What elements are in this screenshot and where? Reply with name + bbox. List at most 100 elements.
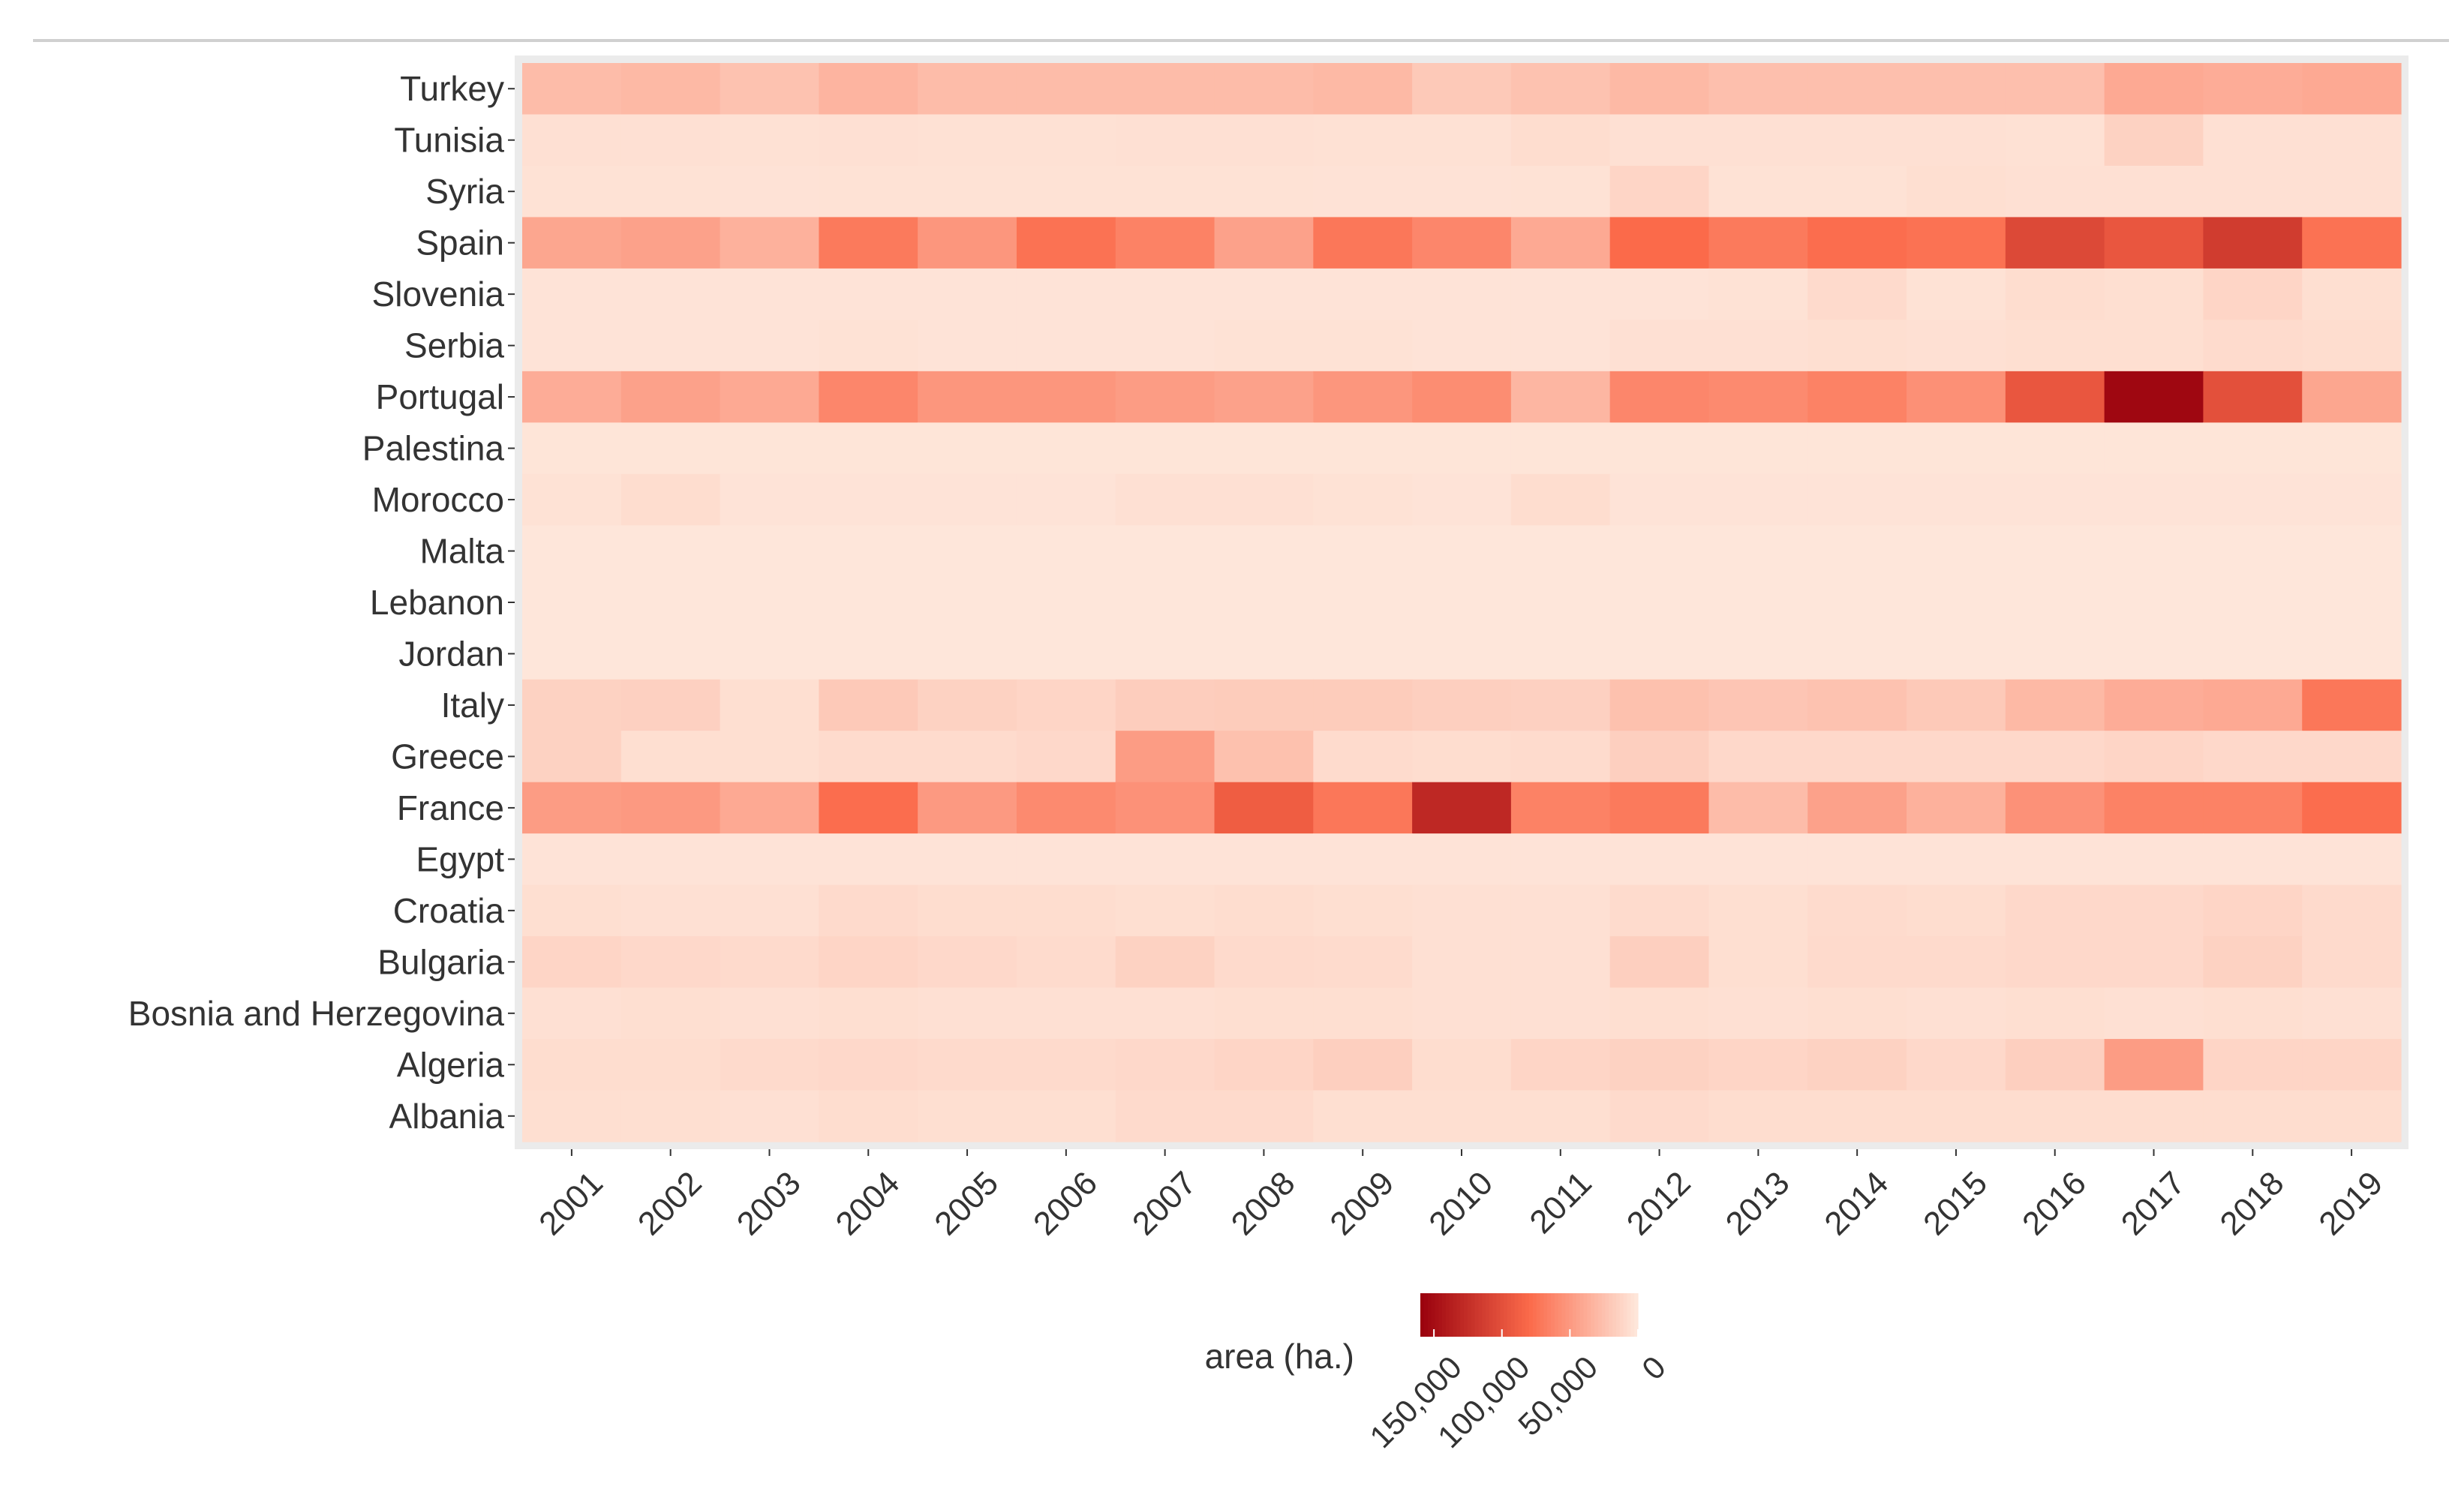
heatmap-cell	[918, 833, 1017, 886]
heatmap-cell	[1214, 371, 1314, 423]
heatmap-cell	[1313, 217, 1413, 269]
heatmap-cell	[1412, 782, 1512, 834]
heatmap-cell	[1609, 782, 1710, 834]
heatmap-cell	[918, 165, 1017, 218]
heatmap-cell	[1412, 320, 1512, 372]
heatmap-cell	[1907, 782, 2006, 834]
heatmap-cell	[1807, 371, 1907, 423]
heatmap-cell	[2203, 217, 2303, 269]
heatmap-cell	[621, 782, 721, 834]
heatmap-cell	[2302, 473, 2402, 526]
heatmap-cell	[1807, 63, 1907, 116]
heatmap-cell	[1313, 422, 1413, 475]
heatmap-cell	[2104, 371, 2204, 423]
colorbar-segment	[1460, 1293, 1465, 1337]
heatmap-cell	[1708, 268, 1808, 320]
heatmap-cell	[2302, 884, 2402, 937]
x-axis-label: 2005	[927, 1164, 1005, 1242]
heatmap-cell	[1708, 422, 1808, 475]
heatmap-cell	[2005, 114, 2105, 167]
heatmap-cell	[2104, 268, 2204, 320]
heatmap-cell	[1907, 833, 2006, 886]
heatmap-cell	[2005, 782, 2105, 834]
heatmap-cell	[522, 63, 622, 116]
heatmap-cell	[1907, 1039, 2006, 1091]
heatmap-cell	[1313, 1090, 1413, 1142]
heatmap-cell	[1907, 63, 2006, 116]
heatmap-cell	[2302, 320, 2402, 372]
heatmap-cell	[720, 782, 819, 834]
heatmap-cell	[1609, 576, 1710, 629]
heatmap-cell	[1708, 525, 1808, 578]
heatmap-cell	[1807, 422, 1907, 475]
x-axis-label: 2016	[2015, 1164, 2093, 1242]
heatmap-cell	[1115, 936, 1215, 989]
heatmap-cell	[1708, 473, 1808, 526]
heatmap-cell	[1115, 576, 1215, 629]
heatmap-cell	[819, 679, 918, 731]
heatmap-cell	[1510, 1039, 1611, 1091]
y-axis-label: Malta	[420, 532, 505, 571]
heatmap-cell	[1115, 422, 1215, 475]
heatmap-cell	[1412, 63, 1512, 116]
heatmap-cell	[1016, 628, 1116, 680]
heatmap-cell	[2302, 165, 2402, 218]
heatmap-cell	[1412, 936, 1512, 989]
heatmap-cell	[1115, 165, 1215, 218]
y-axis-label: Egypt	[416, 839, 504, 878]
heatmap-cell	[2203, 1090, 2303, 1142]
heatmap-cell	[1907, 936, 2006, 989]
colorbar-segment	[1474, 1293, 1479, 1337]
heatmap-cell	[1016, 1039, 1116, 1091]
heatmap-cell	[1016, 165, 1116, 218]
heatmap-cell	[2005, 576, 2105, 629]
colorbar-segment	[1431, 1293, 1435, 1337]
heatmap-cell	[1016, 422, 1116, 475]
heatmap-cell	[1412, 679, 1512, 731]
heatmap-cell	[819, 371, 918, 423]
heatmap-cell	[1807, 731, 1907, 783]
heatmap-cell	[1708, 884, 1808, 937]
heatmap-cell	[1708, 628, 1808, 680]
heatmap-cell	[1708, 576, 1808, 629]
heatmap-cell	[1907, 371, 2006, 423]
heatmap-cell	[2302, 422, 2402, 475]
heatmap-cell	[1115, 731, 1215, 783]
heatmap-cell	[2302, 833, 2402, 886]
heatmap-cell	[1313, 114, 1413, 167]
heatmap-cell	[1708, 987, 1808, 1040]
heatmap-cell	[918, 114, 1017, 167]
heatmap-cell	[1214, 320, 1314, 372]
heatmap-cell	[1412, 525, 1512, 578]
colorbar-segment	[1438, 1293, 1443, 1337]
heatmap-cell	[819, 782, 918, 834]
heatmap-cell	[2104, 782, 2204, 834]
heatmap-cell	[1510, 268, 1611, 320]
heatmap-cell	[1807, 987, 1907, 1040]
heatmap-cell	[1708, 320, 1808, 372]
heatmap-cell	[720, 1090, 819, 1142]
colorbar-segment	[1591, 1293, 1595, 1337]
heatmap-cell	[1907, 987, 2006, 1040]
heatmap-cell	[1214, 165, 1314, 218]
heatmap-cell	[1313, 731, 1413, 783]
heatmap-cell	[1609, 987, 1710, 1040]
heatmap-cell	[1214, 884, 1314, 937]
colorbar-segment	[1612, 1293, 1617, 1337]
heatmap-cell	[1907, 320, 2006, 372]
heatmap-cell	[2203, 320, 2303, 372]
heatmap-cell	[720, 473, 819, 526]
heatmap-cell	[2302, 628, 2402, 680]
heatmap-cell	[1510, 525, 1611, 578]
x-axis-label: 2014	[1817, 1164, 1895, 1242]
heatmap-cell	[720, 525, 819, 578]
heatmap-cell	[621, 63, 721, 116]
colorbar-segment	[1507, 1293, 1512, 1337]
heatmap-cell	[1115, 628, 1215, 680]
heatmap-cell	[720, 217, 819, 269]
heatmap-cell	[1214, 525, 1314, 578]
heatmap-cell	[2302, 1039, 2402, 1091]
heatmap-cell	[1609, 422, 1710, 475]
colorbar-segment	[1601, 1293, 1606, 1337]
heatmap-cell	[1510, 371, 1611, 423]
